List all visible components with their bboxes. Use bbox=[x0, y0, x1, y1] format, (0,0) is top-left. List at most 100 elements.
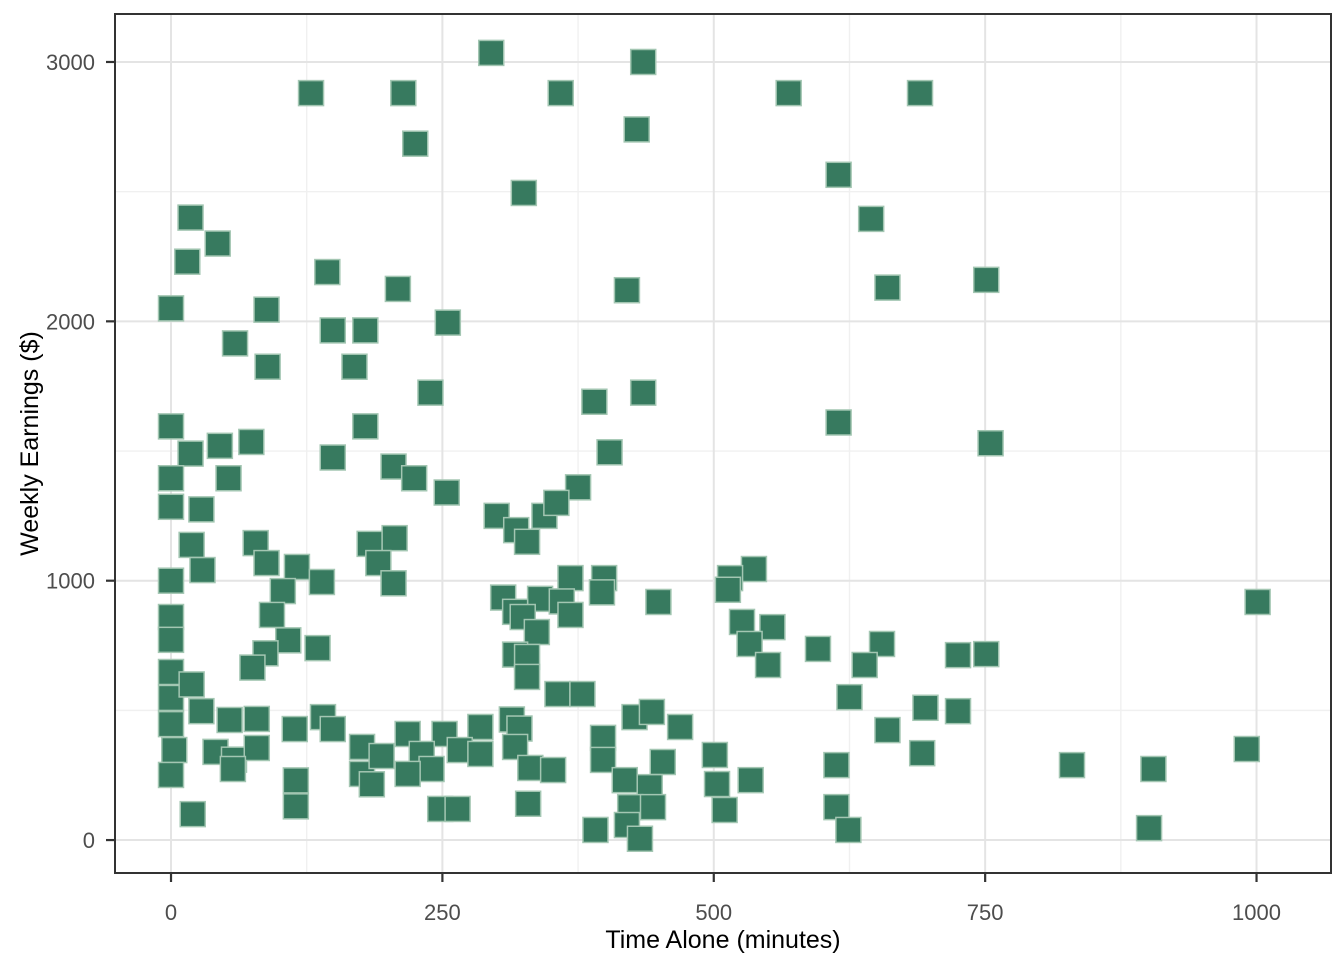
data-point bbox=[728, 608, 756, 636]
data-point bbox=[543, 489, 570, 517]
data-point bbox=[282, 793, 310, 820]
data-point bbox=[161, 736, 188, 764]
data-point bbox=[759, 613, 786, 641]
data-point bbox=[701, 741, 729, 769]
data-point bbox=[638, 698, 666, 726]
data-point bbox=[402, 130, 429, 157]
data-point bbox=[314, 258, 341, 286]
data-point bbox=[836, 683, 863, 711]
data-point bbox=[557, 601, 584, 629]
data-point bbox=[358, 771, 386, 798]
data-point bbox=[513, 663, 541, 691]
data-point bbox=[1244, 588, 1271, 616]
data-point bbox=[219, 755, 247, 783]
data-point bbox=[703, 770, 731, 798]
axis-ticks bbox=[106, 60, 1258, 882]
data-point bbox=[390, 79, 417, 107]
data-point bbox=[906, 79, 934, 107]
data-point bbox=[483, 502, 510, 530]
data-point bbox=[825, 409, 852, 436]
y-tick-label: 0 bbox=[83, 828, 95, 853]
data-point bbox=[581, 388, 608, 415]
data-point bbox=[215, 465, 242, 492]
x-tick-label: 1000 bbox=[1232, 900, 1281, 925]
data-point bbox=[380, 570, 407, 597]
data-point bbox=[977, 429, 1004, 457]
data-point bbox=[281, 715, 309, 743]
data-point bbox=[645, 588, 672, 616]
data-point bbox=[851, 651, 878, 679]
data-point bbox=[157, 493, 185, 521]
data-point bbox=[269, 577, 297, 605]
y-axis-title: Weekly Earnings ($) bbox=[16, 331, 44, 556]
data-point bbox=[178, 531, 205, 559]
data-point bbox=[434, 309, 462, 336]
data-point bbox=[274, 627, 302, 654]
data-point bbox=[467, 713, 494, 741]
data-point bbox=[874, 274, 901, 301]
data-point bbox=[157, 567, 185, 594]
data-point bbox=[857, 205, 885, 233]
data-points bbox=[157, 39, 1271, 853]
data-point bbox=[216, 706, 243, 734]
data-point bbox=[1058, 751, 1086, 779]
data-point bbox=[368, 742, 395, 770]
data-point bbox=[157, 710, 185, 738]
x-tick-labels: 0 250 500 750 1000 bbox=[165, 900, 1281, 925]
data-point bbox=[523, 618, 551, 646]
data-point bbox=[944, 641, 972, 669]
data-point bbox=[341, 353, 368, 380]
data-point bbox=[417, 379, 444, 406]
data-point bbox=[825, 161, 852, 189]
data-point bbox=[908, 739, 936, 767]
data-point bbox=[513, 528, 541, 556]
data-point bbox=[400, 465, 428, 492]
data-point bbox=[177, 204, 204, 231]
data-point bbox=[775, 79, 802, 107]
data-point bbox=[874, 716, 901, 744]
data-point bbox=[157, 626, 185, 654]
x-tick-label: 250 bbox=[424, 900, 461, 925]
data-point bbox=[649, 748, 677, 776]
data-point bbox=[754, 651, 782, 679]
data-point bbox=[972, 266, 1000, 294]
x-tick-label: 500 bbox=[695, 900, 732, 925]
data-point bbox=[238, 428, 265, 456]
data-point bbox=[319, 444, 347, 471]
data-point bbox=[714, 576, 742, 604]
data-point bbox=[666, 713, 694, 741]
data-point bbox=[177, 440, 204, 467]
data-point bbox=[613, 276, 641, 304]
data-point bbox=[611, 766, 639, 794]
data-point bbox=[282, 767, 310, 794]
data-point bbox=[157, 295, 185, 322]
data-point bbox=[243, 705, 271, 733]
data-point bbox=[188, 697, 215, 725]
data-point bbox=[711, 796, 738, 824]
data-point bbox=[283, 553, 311, 581]
data-point bbox=[510, 179, 538, 207]
data-point bbox=[253, 296, 280, 323]
data-point bbox=[157, 603, 185, 631]
data-point bbox=[381, 524, 408, 552]
data-point bbox=[467, 740, 494, 768]
data-point bbox=[547, 79, 574, 107]
y-tick-labels: 0 1000 2000 3000 bbox=[46, 50, 95, 853]
data-point bbox=[623, 116, 650, 143]
data-point bbox=[557, 564, 584, 592]
data-point bbox=[204, 230, 231, 257]
data-point bbox=[737, 766, 764, 794]
data-point bbox=[297, 79, 325, 107]
data-point bbox=[243, 734, 271, 762]
data-point bbox=[352, 413, 379, 440]
data-point bbox=[823, 793, 850, 821]
data-point bbox=[477, 39, 505, 67]
data-point bbox=[569, 680, 596, 708]
x-tick-label: 750 bbox=[967, 900, 1004, 925]
data-point bbox=[823, 751, 850, 779]
data-point bbox=[588, 579, 616, 606]
data-point bbox=[1140, 755, 1167, 783]
y-tick-label: 1000 bbox=[46, 569, 95, 594]
